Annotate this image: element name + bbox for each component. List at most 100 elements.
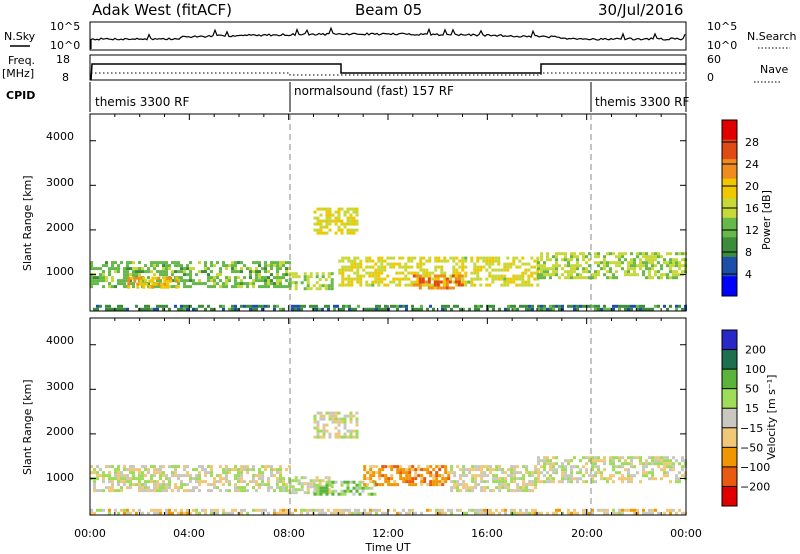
echo-cell bbox=[525, 468, 529, 472]
echo-cell bbox=[279, 279, 282, 283]
echo-cell bbox=[657, 255, 660, 259]
echo-cell bbox=[636, 307, 639, 311]
velocity-colorbar-tick-label: −15 bbox=[740, 422, 763, 435]
echo-cell bbox=[497, 256, 501, 260]
echo-cell bbox=[324, 304, 327, 308]
echo-cell bbox=[174, 486, 177, 490]
echo-cell bbox=[358, 486, 362, 490]
echo-cell bbox=[453, 486, 457, 490]
echo-cell bbox=[219, 273, 222, 277]
echo-cell bbox=[126, 273, 129, 277]
echo-cell bbox=[368, 271, 372, 275]
echo-cell bbox=[362, 268, 366, 272]
echo-cell bbox=[501, 477, 505, 481]
echo-cell bbox=[325, 483, 329, 487]
echo-cell bbox=[660, 468, 663, 472]
echo-cell bbox=[606, 270, 609, 274]
echo-cell bbox=[246, 267, 249, 271]
echo-cell bbox=[606, 480, 609, 484]
echo-cell bbox=[210, 285, 213, 289]
echo-cell bbox=[294, 284, 298, 288]
echo-cell bbox=[588, 459, 591, 463]
echo-cell bbox=[525, 307, 528, 311]
echo-cell bbox=[204, 264, 207, 268]
echo-cell bbox=[318, 511, 321, 515]
echo-cell bbox=[355, 210, 359, 214]
echo-cell bbox=[279, 486, 282, 490]
echo-cell bbox=[297, 307, 300, 311]
echo-cell bbox=[681, 252, 684, 256]
echo-cell bbox=[249, 307, 252, 311]
echo-cell bbox=[417, 468, 421, 472]
echo-cell bbox=[372, 474, 376, 478]
echo-cell bbox=[642, 474, 645, 478]
echo-cell bbox=[282, 489, 285, 493]
echo-cell bbox=[465, 468, 469, 472]
echo-cell bbox=[612, 456, 615, 460]
echo-cell bbox=[534, 468, 538, 472]
echo-cell bbox=[573, 511, 576, 515]
echo-cell bbox=[546, 477, 549, 481]
echo-cell bbox=[418, 280, 422, 284]
echo-cell bbox=[139, 282, 143, 286]
echo-cell bbox=[471, 489, 475, 493]
echo-cell bbox=[654, 258, 657, 262]
echo-cell bbox=[144, 307, 147, 311]
echo-cell bbox=[624, 270, 627, 274]
echo-cell bbox=[123, 508, 126, 512]
echo-cell bbox=[585, 267, 588, 271]
echo-cell bbox=[129, 465, 132, 469]
echo-cell bbox=[315, 307, 318, 311]
echo-cell bbox=[483, 480, 487, 484]
echo-cell bbox=[515, 274, 519, 278]
echo-cell bbox=[525, 471, 529, 475]
echo-cell bbox=[672, 462, 675, 466]
echo-cell bbox=[363, 477, 367, 481]
echo-cell bbox=[147, 489, 150, 493]
echo-cell bbox=[555, 261, 558, 265]
echo-cell bbox=[175, 285, 179, 289]
echo-cell bbox=[282, 477, 285, 481]
echo-cell bbox=[473, 265, 477, 269]
freq-right-tick-top: 60 bbox=[707, 53, 721, 66]
echo-cell bbox=[139, 276, 143, 280]
echo-cell bbox=[546, 255, 549, 259]
echo-cell bbox=[123, 285, 126, 289]
echo-cell bbox=[498, 465, 502, 469]
echo-cell bbox=[576, 471, 579, 475]
echo-cell bbox=[564, 270, 567, 274]
echo-cell bbox=[234, 489, 237, 493]
echo-cell bbox=[216, 273, 219, 277]
echo-cell bbox=[426, 465, 430, 469]
echo-cell bbox=[371, 271, 375, 275]
power-colorbar-tick-label: 4 bbox=[745, 268, 752, 281]
echo-cell bbox=[642, 468, 645, 472]
echo-cell bbox=[594, 459, 597, 463]
echo-cell bbox=[341, 280, 345, 284]
echo-cell bbox=[183, 304, 186, 308]
echo-cell bbox=[383, 265, 387, 269]
echo-cell bbox=[642, 462, 645, 466]
echo-cell bbox=[111, 489, 114, 493]
echo-cell bbox=[111, 307, 114, 311]
echo-cell bbox=[651, 468, 654, 472]
echo-cell bbox=[431, 283, 435, 287]
echo-cell bbox=[195, 307, 198, 311]
echo-cell bbox=[270, 279, 273, 283]
echo-cell bbox=[378, 471, 382, 475]
echo-cell bbox=[536, 256, 540, 260]
echo-cell bbox=[357, 511, 360, 515]
echo-cell bbox=[316, 219, 320, 223]
echo-cell bbox=[359, 280, 363, 284]
echo-cell bbox=[564, 255, 567, 259]
echo-cell bbox=[355, 489, 359, 493]
echo-cell bbox=[546, 480, 549, 484]
echo-cell bbox=[156, 508, 159, 512]
echo-cell bbox=[93, 279, 96, 283]
echo-cell bbox=[450, 508, 453, 512]
echo-cell bbox=[503, 277, 507, 281]
echo-cell bbox=[267, 304, 270, 308]
echo-cell bbox=[352, 207, 356, 211]
echo-cell bbox=[543, 270, 546, 274]
